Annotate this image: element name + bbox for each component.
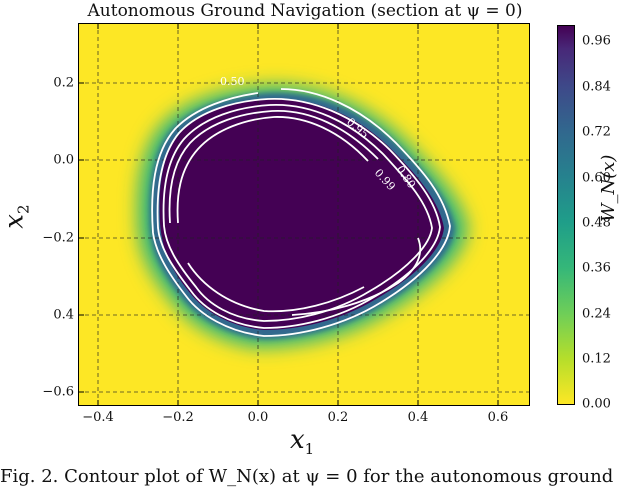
plot-frame <box>78 23 530 406</box>
colorbar <box>557 25 575 405</box>
colorbar-tick-label: 0.12 <box>582 351 611 367</box>
grid-lines <box>78 23 530 406</box>
y-tick-label: −0.6 <box>42 384 74 400</box>
y-axis-label: x2 <box>0 204 33 229</box>
axis-ticks <box>78 23 499 406</box>
y-tick-label: 0.4 <box>53 307 74 323</box>
y-tick-label: 0.0 <box>53 152 74 168</box>
colorbar-tick-label: 0.96 <box>582 33 611 49</box>
figure-caption: Fig. 2. Contour plot of W_N(x) at ψ = 0 … <box>0 466 614 487</box>
contour-lines <box>151 88 451 337</box>
x-tick-label: 0.6 <box>487 410 509 425</box>
colorbar-label: W_N(x) <box>598 154 619 222</box>
colorbar-tick-label: 0.72 <box>582 124 611 140</box>
x-tick-label: 0.4 <box>407 410 429 425</box>
heatmap-contour-plot: 0.50 0.95 0.99 0.80 <box>78 23 530 406</box>
contour-label-050: 0.50 <box>220 75 245 88</box>
y-tick-label: −0.2 <box>42 230 74 246</box>
plot-area: 0.50 0.95 0.99 0.80 <box>78 23 530 406</box>
chart-title: Autonomous Ground Navigation (section at… <box>87 1 523 21</box>
x-tick-label: 0.2 <box>327 410 349 425</box>
x-tick-label: 0.0 <box>247 410 269 425</box>
colorbar-tick-label: 0.24 <box>582 306 611 322</box>
colorbar-tick-label: 0.00 <box>582 396 611 412</box>
colorbar-tick-label: 0.60 <box>582 170 611 186</box>
colorbar-tick-label: 0.48 <box>582 215 611 231</box>
y-tick-label: 0.2 <box>53 75 74 91</box>
x-tick-label: −0.4 <box>82 410 114 425</box>
x-axis-label: x1 <box>290 425 315 459</box>
colorbar-tick-label: 0.84 <box>582 79 611 95</box>
high-value-region <box>159 98 444 330</box>
x-tick-label: −0.2 <box>162 410 194 425</box>
colorbar-tick-label: 0.36 <box>582 260 611 276</box>
